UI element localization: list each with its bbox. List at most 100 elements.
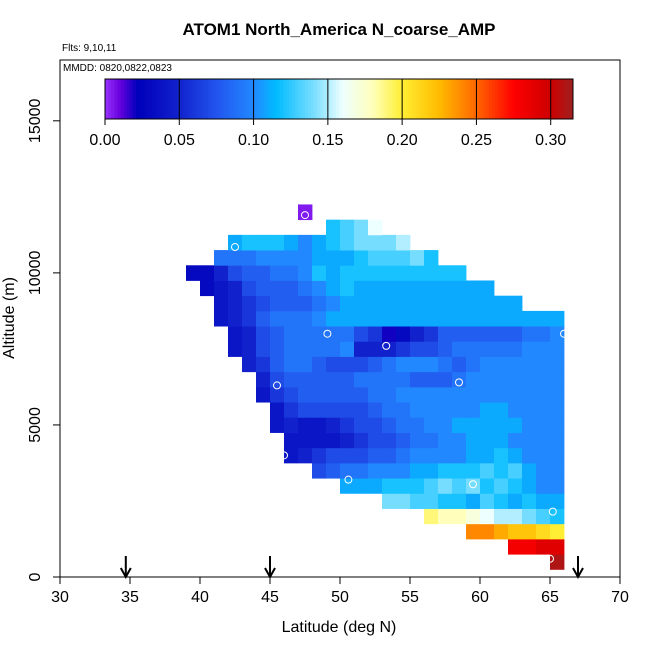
colorbar-swatch: [367, 79, 371, 119]
heatmap-cell: [326, 250, 341, 266]
heatmap-cell: [312, 371, 327, 388]
heatmap-cell: [550, 326, 565, 342]
sample-point: [546, 554, 554, 563]
y-tick-label: 10000: [27, 251, 44, 296]
heatmap-cell: [340, 371, 355, 388]
heatmap-cell: [424, 402, 439, 418]
heatmap-cell: [494, 341, 509, 357]
heatmap-cell: [368, 478, 383, 494]
heatmap-cell: [480, 386, 495, 403]
colorbar-swatch: [220, 79, 225, 119]
heatmap-cell: [536, 432, 551, 449]
heatmap-cell: [382, 280, 397, 297]
colorbar-swatch: [526, 79, 530, 119]
mmdd-label: MMDD: 0820,0822,0823: [63, 63, 172, 74]
colorbar-swatch: [510, 79, 515, 119]
heatmap-cell: [410, 417, 425, 433]
heatmap-cell: [494, 386, 509, 403]
colorbar-swatch: [351, 79, 356, 119]
colorbar-swatch: [298, 79, 303, 119]
heatmap-cell: [452, 493, 467, 509]
heatmap-cell: [550, 462, 565, 479]
heatmap-cell: [550, 538, 565, 555]
colorbar-swatch: [264, 79, 268, 119]
heatmap-cell: [396, 356, 411, 373]
colorbar-swatch: [267, 79, 271, 119]
heatmap-cell: [536, 371, 551, 388]
heatmap-cell: [396, 295, 411, 312]
heatmap-cell: [298, 386, 313, 403]
colorbar-swatch: [532, 79, 537, 119]
colorbar-swatch: [370, 79, 374, 119]
heatmap-cell: [382, 417, 397, 433]
heatmap-cell: [480, 310, 495, 327]
colorbar-swatch: [117, 79, 122, 119]
heatmap-cell: [550, 432, 565, 449]
heatmap-cell: [228, 341, 243, 357]
heatmap-cell: [340, 265, 355, 281]
colorbar-swatch: [342, 79, 346, 119]
heatmap-cell: [354, 417, 369, 433]
colorbar-swatch: [236, 79, 240, 119]
heatmap-cell: [550, 310, 565, 327]
colorbar-swatch: [485, 79, 490, 119]
heatmap-cell: [326, 234, 341, 251]
heatmap-cell: [354, 219, 369, 236]
x-tick-label: 40: [191, 589, 209, 606]
down-arrow-icon: [264, 556, 276, 580]
colorbar-swatch: [167, 79, 172, 119]
heatmap-cell: [354, 234, 369, 251]
heatmap-cell: [424, 462, 439, 479]
colorbar-swatch: [120, 79, 125, 119]
heatmap-cell: [284, 326, 299, 342]
heatmap-cell: [368, 280, 383, 297]
heatmap-cell: [438, 478, 453, 494]
heatmap-cell: [452, 386, 467, 403]
heatmap-cell: [270, 356, 285, 373]
heatmap-cell: [242, 234, 257, 251]
heatmap-cell: [522, 432, 537, 449]
heatmap-cell: [522, 508, 537, 525]
sample-point: [344, 475, 353, 484]
colorbar-swatch: [239, 79, 243, 119]
heatmap-cell: [284, 234, 299, 251]
colorbar-swatch: [276, 79, 281, 119]
colorbar-swatch: [348, 79, 352, 119]
heatmap-cell: [424, 310, 439, 327]
heatmap-cell: [368, 219, 383, 236]
colorbar-swatch: [407, 79, 412, 119]
colorbar-swatch: [179, 79, 184, 119]
heatmap-cell: [382, 493, 397, 509]
arrow-head: [119, 567, 132, 580]
heatmap-cell: [452, 447, 467, 464]
colorbar-swatch: [111, 79, 115, 119]
heatmap-cell: [396, 417, 411, 433]
colorbar-swatch: [332, 79, 337, 119]
heatmap-cell: [242, 295, 257, 312]
heatmap-cell: [508, 538, 523, 555]
heatmap-cell: [242, 310, 257, 327]
sample-point: [273, 381, 281, 390]
heatmap-cell: [550, 508, 565, 525]
colorbar-swatch: [385, 79, 390, 119]
colorbar-swatch: [335, 79, 340, 119]
colorbar-swatch: [304, 79, 309, 119]
heatmap-cell: [270, 310, 285, 327]
heatmap-cell: [466, 523, 481, 540]
heatmap-cell: [326, 219, 341, 236]
heatmap-cell: [494, 508, 509, 525]
colorbar-swatch: [223, 79, 228, 119]
heatmap-cell: [340, 462, 355, 479]
colorbar-swatch: [133, 79, 137, 119]
heatmap-cell: [340, 402, 355, 418]
heatmap-cell: [368, 402, 383, 418]
heatmap-cell: [284, 310, 299, 327]
colorbar-swatch: [295, 79, 299, 119]
colorbar-swatch: [513, 79, 518, 119]
heatmap-cell: [298, 356, 313, 373]
heatmap-cell: [298, 447, 313, 464]
heatmap-cell: [354, 386, 369, 403]
heatmap-cell: [256, 386, 271, 403]
colorbar-swatch: [323, 79, 328, 119]
